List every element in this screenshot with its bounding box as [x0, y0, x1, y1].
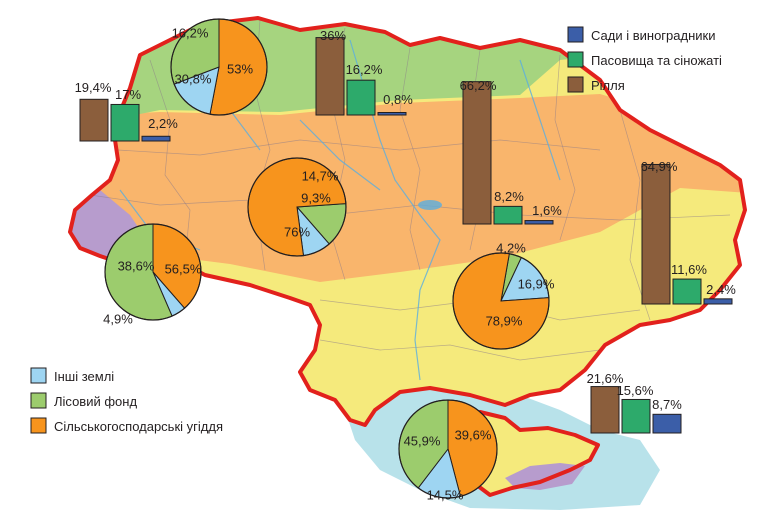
bar-arable — [462, 81, 492, 225]
bar-arable — [79, 98, 109, 142]
region-boundary — [619, 109, 651, 321]
agricultural-swatch — [30, 417, 47, 434]
bars-forest-steppe: 66,2% 8,2% 1,6% — [460, 78, 562, 225]
pie-steppe: 78,9% 4,2% 16,9% — [452, 240, 555, 350]
orchards-swatch — [567, 26, 584, 43]
region-boundary — [89, 194, 731, 221]
bar-label-orchards: 8,7% — [652, 397, 682, 412]
bar-label-arable: 21,6% — [587, 371, 624, 386]
arable-swatch — [567, 76, 584, 93]
bar-label-arable: 36% — [320, 28, 346, 43]
bar-arable — [641, 163, 671, 305]
bar-orchards — [377, 112, 407, 116]
bar-pastures — [672, 278, 702, 305]
bar-label-pastures: 16,2% — [346, 62, 383, 77]
pie-label-other-land: 14,5% — [427, 487, 464, 502]
river — [299, 119, 381, 191]
pie-label-other-land: 16,2% — [172, 25, 209, 40]
pie-forest-steppe: 76% 14,7% 9,3% — [247, 157, 347, 257]
rivers — [119, 39, 561, 381]
bar-arable — [590, 386, 620, 434]
river — [519, 59, 561, 181]
legend-label-arable: Рілля — [591, 78, 625, 93]
bar-label-orchards: 2,4% — [706, 282, 736, 297]
legend-item-agricultural: Сільськогосподарські угіддя — [30, 417, 223, 434]
pie-label-other-land: 4,9% — [103, 311, 133, 326]
region-boundary — [117, 139, 601, 156]
bar-label-orchards: 0,8% — [383, 92, 413, 107]
bar-orchards — [652, 413, 682, 434]
other-land-swatch — [30, 367, 47, 384]
pie-outline — [170, 18, 268, 116]
bar-orchards — [141, 135, 171, 142]
legend-item-orchards: Сади і виноградники — [567, 26, 715, 43]
bar-label-pastures: 11,6% — [671, 262, 707, 277]
legend-item-pastures: Пасовища та сіножаті — [567, 51, 722, 68]
pie-label-forest: 39,6% — [455, 427, 492, 442]
pie-polissia: 53% 30,8% 16,2% — [170, 18, 268, 116]
pie-outline — [398, 399, 498, 499]
bar-label-arable: 66,2% — [460, 78, 497, 93]
bar-orchards — [703, 298, 733, 305]
region-boundary — [554, 54, 576, 241]
bar-pastures — [621, 398, 651, 434]
pie-outline — [247, 157, 347, 257]
legend-label-orchards: Сади і виноградники — [591, 28, 715, 43]
bar-label-orchards: 1,6% — [532, 203, 562, 218]
land-use-charts: 53%30,8%16,2%38,6% 56,5%4,9%76%14,7%9,3%7… — [75, 18, 736, 502]
bar-pastures — [110, 103, 140, 142]
legend-label-agricultural: Сільськогосподарські угіддя — [54, 419, 223, 434]
pie-label-agricultural: 78,9% — [486, 313, 523, 328]
pie-label-agricultural: 38,6% — [118, 258, 155, 273]
legend-label-other-land: Інші землі — [54, 369, 114, 384]
bar-label-arable: 19,4% — [75, 80, 112, 95]
pie-outline — [452, 252, 550, 350]
legend-land-categories: Інші землі Лісовий фонд Сільськогосподар… — [30, 367, 223, 434]
forest-swatch — [30, 392, 47, 409]
pastures-swatch — [567, 51, 584, 68]
bar-pastures — [346, 79, 376, 116]
bars-steppe: 64,9% 11,6% 2,4% — [641, 159, 736, 305]
bar-pastures — [493, 205, 523, 225]
pie-label-forest: 4,2% — [496, 240, 526, 255]
bars-carpathians: 19,4% 17% 2,2% — [75, 80, 178, 142]
legend-item-forest: Лісовий фонд — [30, 392, 137, 409]
bars-polissia: 36% 16,2%0,8% — [315, 28, 413, 116]
region-boundary — [399, 47, 421, 271]
pie-label-agricultural: 53% — [227, 61, 253, 76]
legend-label-pastures: Пасовища та сіножаті — [591, 53, 722, 68]
bar-label-pastures: 8,2% — [494, 189, 524, 204]
pie-outline — [104, 223, 202, 321]
pie-label-other-land: 16,9% — [518, 276, 555, 291]
legend-label-forest: Лісовий фонд — [54, 394, 137, 409]
bars-crimea: 21,6%15,6%8,7% — [587, 371, 682, 434]
pie-label-forest: 30,8% — [175, 71, 212, 86]
country-border — [68, 16, 747, 427]
legend-land-structure: Сади і виноградники Пасовища та сіножаті… — [567, 26, 722, 93]
legend-item-other-land: Інші землі — [30, 367, 114, 384]
bar-orchards — [524, 220, 554, 225]
pie-carpathians: 38,6% 56,5% 4,9% — [103, 223, 202, 326]
reservoir — [418, 200, 442, 210]
pie-label-forest: 14,7% — [302, 168, 339, 183]
bar-label-orchards: 2,2% — [148, 116, 178, 131]
bar-label-pastures: 17% — [115, 87, 141, 102]
legend-item-arable: Рілля — [567, 76, 625, 93]
bar-label-arable: 64,9% — [641, 159, 678, 174]
pie-crimea: 45,9% 39,6% 14,5% — [398, 399, 498, 502]
pie-label-other-land: 9,3% — [301, 190, 331, 205]
pie-label-forest: 56,5% — [165, 261, 202, 276]
forest-steppe-band — [70, 94, 745, 282]
pie-label-agricultural: 45,9% — [404, 433, 441, 448]
pie-label-agricultural: 76% — [284, 224, 310, 239]
region-boundary — [149, 59, 191, 261]
region-boundary — [319, 339, 601, 361]
bar-label-pastures: 15,6% — [617, 383, 654, 398]
bar-arable — [315, 37, 345, 116]
